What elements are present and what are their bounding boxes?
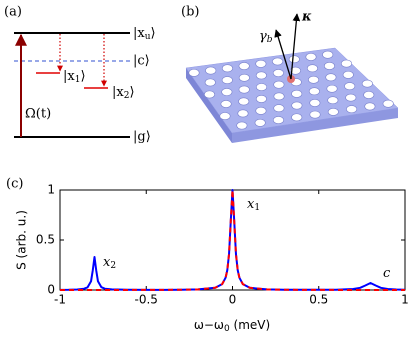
hole — [291, 113, 303, 122]
x-tick-label: 0.5 — [309, 293, 328, 307]
peak-label: x2 — [103, 255, 116, 271]
decay-arrow — [274, 29, 292, 80]
hole — [237, 109, 249, 118]
hole — [288, 55, 300, 64]
series-line — [59, 189, 406, 291]
rate-label: κ — [301, 10, 312, 25]
hole — [272, 116, 284, 124]
hole — [382, 99, 394, 108]
y-tick-label: 0 — [47, 283, 55, 297]
hole — [255, 59, 267, 68]
hole — [308, 75, 320, 84]
level-label: |c⟩ — [133, 54, 150, 69]
hole — [323, 62, 335, 70]
hole — [289, 66, 301, 75]
hole — [342, 70, 354, 79]
panel-label: (b) — [181, 5, 199, 20]
hole — [238, 62, 250, 70]
hole — [205, 66, 217, 75]
panel-label: (a) — [4, 5, 22, 20]
hole — [256, 83, 268, 92]
hole — [254, 118, 266, 127]
level-label: |xu⟩ — [133, 26, 156, 42]
hole — [255, 71, 267, 80]
hole — [273, 80, 285, 89]
y-tick-label: 1 — [47, 183, 55, 197]
level-label: |x1⟩ — [63, 69, 86, 85]
panel-b: (b) — [181, 5, 399, 143]
panel-b-overlay: γb κ — [259, 10, 312, 83]
hole — [221, 88, 233, 96]
hole — [345, 93, 357, 102]
hole — [188, 68, 200, 77]
y-tick-label: 0.5 — [36, 233, 55, 247]
y-axis-label: S (arb. u.) — [15, 210, 29, 270]
hole — [363, 91, 375, 99]
hole — [326, 84, 338, 93]
hole — [308, 87, 320, 96]
hole — [255, 95, 267, 103]
hole — [272, 57, 284, 66]
leak-arrow — [290, 13, 301, 80]
hole — [221, 64, 233, 73]
peak-label-sub: 2 — [110, 261, 116, 271]
hole — [273, 92, 285, 101]
peak-label: c — [383, 266, 391, 281]
hole — [322, 50, 334, 59]
peak-label-sub: 1 — [254, 203, 260, 213]
hole — [327, 107, 339, 116]
slab-side — [186, 68, 232, 143]
hole — [220, 100, 232, 108]
x-tick-label: -1 — [54, 293, 66, 307]
panel-a: (a) |xu⟩ |c⟩ |x1⟩ |x2⟩ Ω(t) |g⟩ — [4, 5, 156, 145]
hole — [309, 110, 321, 119]
hole — [273, 104, 285, 113]
hole — [236, 121, 248, 130]
slab-side — [232, 108, 398, 143]
peak-label-base: x — [247, 197, 255, 212]
hole — [325, 73, 337, 82]
pump-label: Ω(t) — [25, 107, 51, 122]
hole — [364, 102, 376, 111]
hole — [309, 98, 321, 107]
series-line — [59, 189, 406, 291]
peak-label: x1 — [247, 197, 260, 213]
panel-label: (c) — [6, 177, 23, 192]
x-tick-label: -0.5 — [135, 293, 158, 307]
peak-label-base: x — [103, 255, 111, 270]
hole — [306, 64, 318, 73]
hole — [291, 89, 303, 98]
hole — [204, 90, 216, 99]
hole — [291, 101, 303, 110]
hole — [238, 85, 250, 94]
hole — [219, 112, 231, 120]
hole — [238, 73, 250, 82]
hole — [346, 105, 358, 114]
hole — [305, 53, 317, 61]
hole — [361, 79, 373, 88]
x-tick-label: 1 — [401, 293, 409, 307]
hole — [204, 78, 216, 87]
x-tick-label: 0 — [229, 293, 237, 307]
hole — [344, 82, 356, 91]
hole — [327, 96, 339, 105]
hole — [221, 76, 233, 85]
level-label: |x2⟩ — [112, 85, 135, 101]
x-axis-label: ω−ω0 (meV) — [194, 318, 270, 334]
panel-c: (c) S (arb. u.) ω−ω0 (meV) -1 -0.5 0 0.5 1 0 0… — [6, 177, 409, 334]
hole — [238, 97, 250, 106]
rate-label: γb — [259, 29, 273, 45]
peak-label-base: c — [383, 266, 391, 281]
hole — [255, 106, 267, 115]
level-label: |g⟩ — [133, 130, 151, 145]
hole — [340, 59, 352, 68]
hole — [272, 69, 284, 77]
